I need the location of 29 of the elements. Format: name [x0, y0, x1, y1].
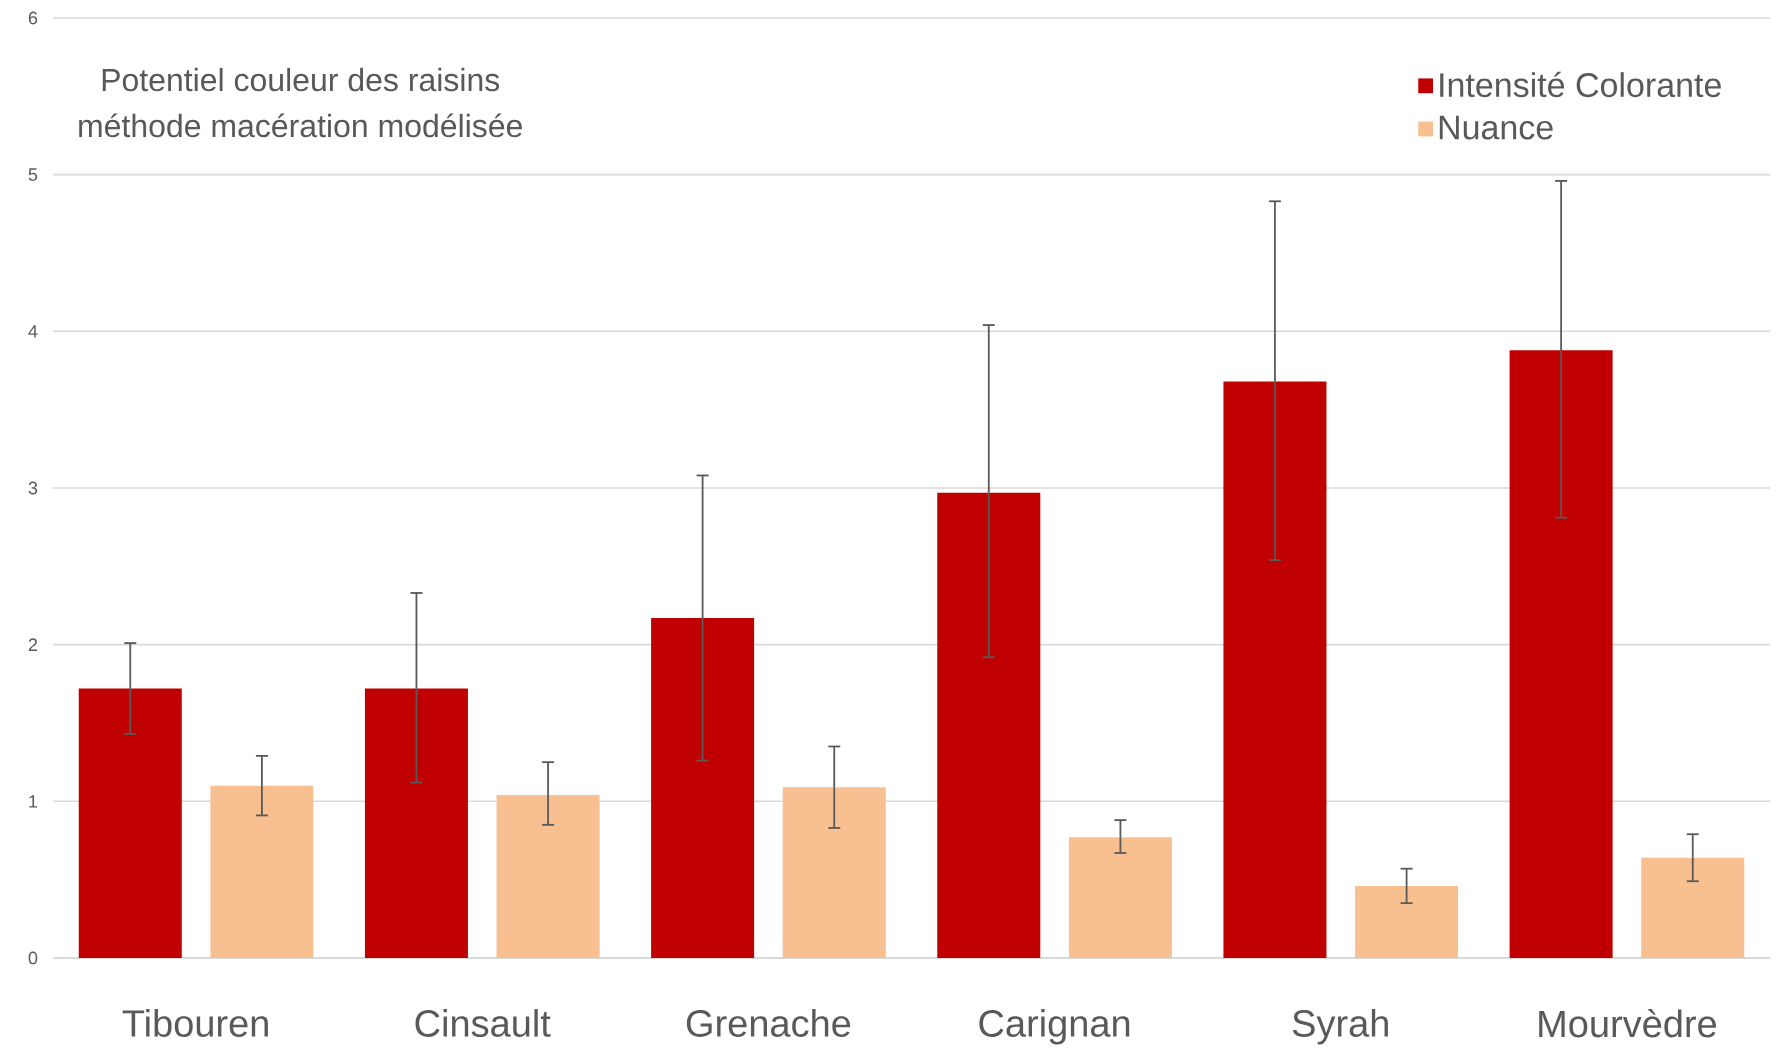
bar: [78, 688, 182, 958]
bar: [782, 787, 886, 958]
bar: [1068, 837, 1172, 958]
bar: [1509, 350, 1613, 958]
bar: [210, 785, 314, 958]
legend-label: Nuance: [1439, 115, 1553, 140]
y-tick-label: 0: [28, 951, 38, 965]
bar: [937, 492, 1041, 958]
y-tick-label: 4: [28, 325, 38, 338]
x-tick-label: Cinsault: [415, 1008, 551, 1037]
x-tick-label: Syrah: [1292, 1008, 1388, 1045]
text: méthode macération modélisée: [79, 113, 522, 138]
y-tick-label: 6: [28, 11, 38, 25]
text: Potentiel couleur des raisins: [102, 67, 500, 92]
y-tick-label: 1: [29, 795, 38, 808]
x-tick-label: Carignan: [979, 1008, 1130, 1045]
bar: [364, 688, 468, 958]
bar: [1355, 885, 1459, 958]
legend-label: Intensité Colorante: [1440, 71, 1721, 98]
y-tick-label: 2: [28, 638, 38, 651]
y-tick-label: 5: [28, 168, 38, 181]
x-tick-label: Mourvèdre: [1539, 1008, 1717, 1038]
y-tick-label: 3: [28, 481, 38, 495]
x-tick-label: Grenache: [686, 1008, 851, 1037]
bar: [1641, 857, 1745, 958]
bar: [651, 617, 755, 958]
bar: [496, 795, 600, 958]
bar: [1223, 381, 1327, 958]
x-tick-label: Tibouren: [122, 1008, 268, 1037]
